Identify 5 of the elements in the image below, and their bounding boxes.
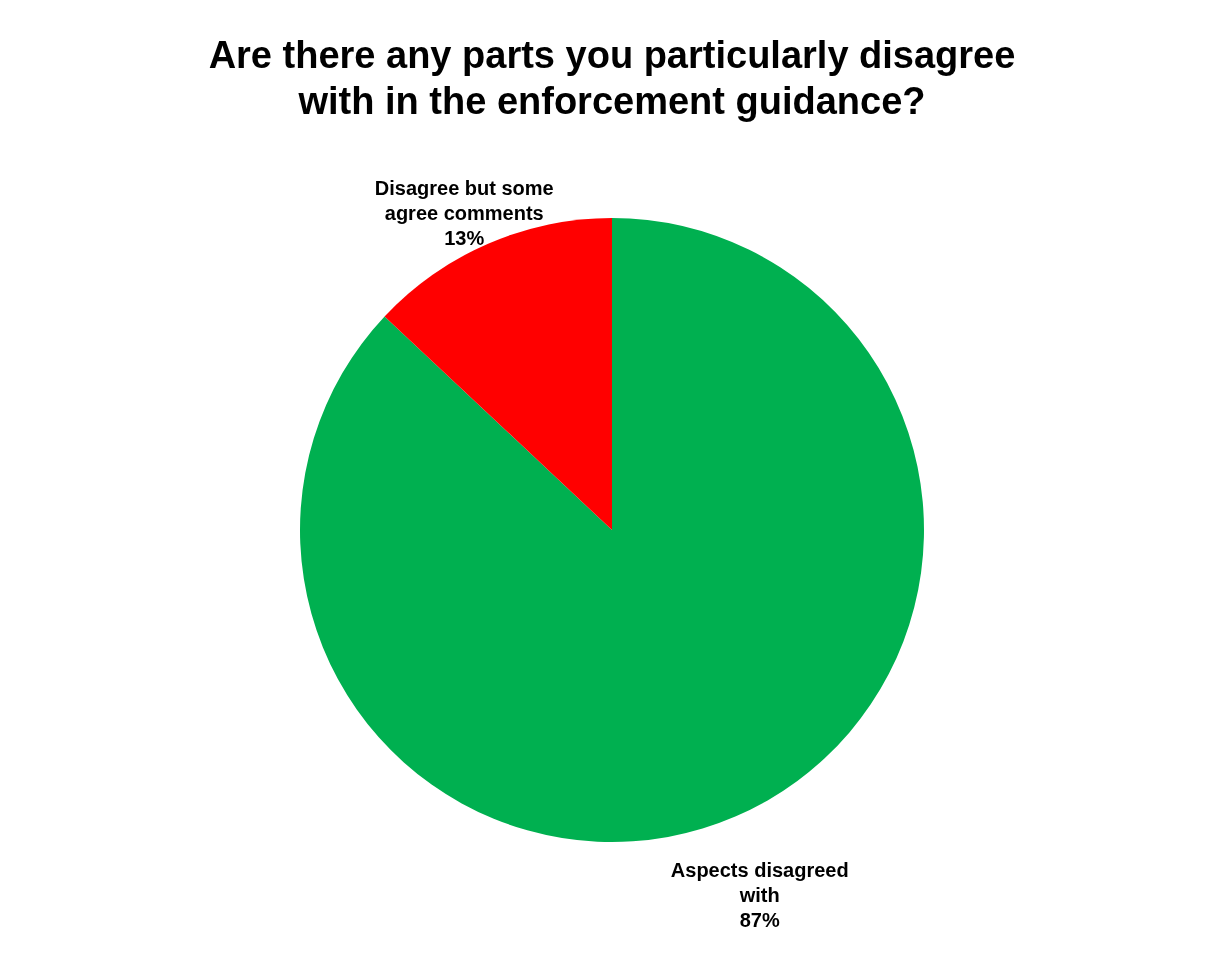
data-label: 87% [739,909,780,932]
slice-label: Disagree but some agree comments [374,176,554,224]
chart-title: Are there any parts you particularly disagree with in the enforcement guidance? [208,34,1016,122]
slice-label: Aspects disagreed with [670,859,849,907]
data-label: 13% [444,226,485,249]
